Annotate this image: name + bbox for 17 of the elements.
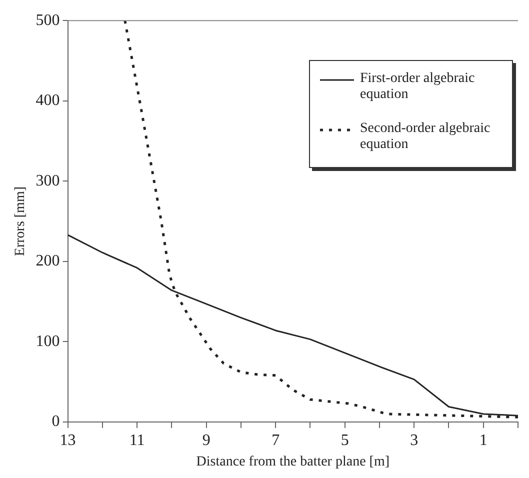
x-tick-label: 13 — [60, 432, 76, 449]
legend-label: First-order algebraic equation — [360, 71, 476, 103]
x-tick-label: 11 — [129, 432, 145, 449]
y-tick-label: 500 — [36, 12, 60, 29]
y-tick-label: 400 — [36, 92, 60, 110]
y-tick-label: 0 — [52, 413, 60, 430]
x-tick-label: 9 — [202, 432, 210, 449]
y-tick-label: 100 — [36, 332, 60, 350]
legend-label: Second-order algebraic equation — [360, 121, 492, 153]
y-axis-title: Errors [mm] — [13, 186, 28, 256]
x-tick-label: 1 — [479, 432, 488, 449]
x-tick-label: 3 — [410, 432, 418, 449]
x-tick-label: 5 — [340, 432, 349, 449]
x-tick-label: 7 — [272, 432, 280, 449]
y-tick-label: 300 — [36, 172, 60, 190]
x-axis-title: Distance from the batter plane [m] — [196, 454, 390, 470]
y-tick-label: 200 — [36, 252, 60, 270]
